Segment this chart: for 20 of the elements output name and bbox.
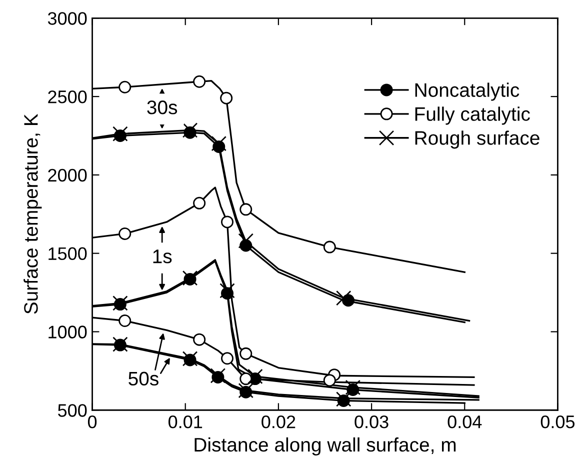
x-axis-title: Distance along wall surface, m xyxy=(194,437,456,456)
x-tick-label: 0.01 xyxy=(168,415,202,428)
x-tick-label: 0 xyxy=(88,415,97,428)
y-tick-label: 1000 xyxy=(48,326,87,338)
x-tick-label: 0.02 xyxy=(262,415,296,428)
x-tick-label: 0.04 xyxy=(448,415,482,428)
y-tick-label: 1500 xyxy=(48,247,87,260)
y-tick-label: 500 xyxy=(58,404,87,417)
annotation: 30s xyxy=(147,100,178,114)
annotation: 50s xyxy=(128,372,158,386)
y-tick-label: 2000 xyxy=(48,168,87,182)
y-tick-label: 3000 xyxy=(48,12,87,25)
legend-label: Noncatalytic xyxy=(415,82,520,101)
legend-label: Fully catalytic xyxy=(415,106,530,125)
y-tick-label: 2500 xyxy=(48,90,87,104)
y-axis-title: Surface temperature, K xyxy=(24,114,42,314)
legend-label: Rough surface xyxy=(415,130,540,149)
x-tick-label: 0.05 xyxy=(540,415,575,428)
annotation: 1s xyxy=(153,250,172,264)
x-tick-label: 0.03 xyxy=(354,415,388,428)
